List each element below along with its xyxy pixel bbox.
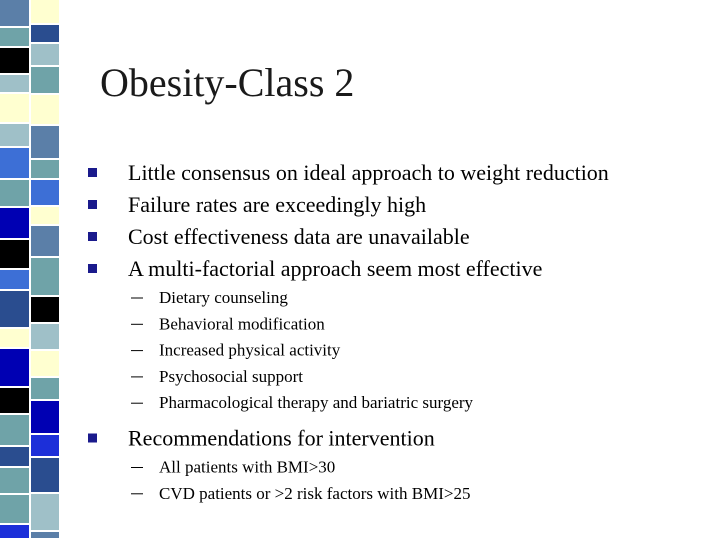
bullet-text: A multi-factorial approach seem most eff… bbox=[128, 256, 542, 281]
strip-cell bbox=[0, 94, 29, 122]
strip-cell bbox=[31, 67, 59, 93]
strip-cell bbox=[31, 494, 59, 530]
strip-cell bbox=[31, 324, 59, 349]
strip-cell bbox=[31, 126, 59, 158]
strip-cell bbox=[0, 180, 29, 206]
sub-text: Pharmacological therapy and bariatric su… bbox=[159, 393, 474, 412]
strip-cell bbox=[31, 44, 59, 65]
strip-cell bbox=[31, 226, 59, 256]
strip-cell bbox=[0, 525, 29, 538]
bullet-text: Recommendations for intervention bbox=[128, 426, 435, 451]
strip-cell bbox=[0, 124, 29, 146]
decorative-strip bbox=[0, 0, 59, 538]
strip-cell bbox=[31, 25, 59, 42]
bullet-marker bbox=[88, 168, 97, 177]
bullet-list: Little consensus on ideal approach to we… bbox=[88, 160, 609, 503]
strip-cell bbox=[31, 458, 59, 492]
strip-cell bbox=[0, 208, 29, 238]
strip-cell bbox=[0, 240, 29, 268]
bullet-marker bbox=[88, 232, 97, 241]
strip-cell bbox=[0, 148, 29, 178]
strip-cell bbox=[0, 415, 29, 445]
strip-cell bbox=[31, 532, 59, 538]
strip-cell bbox=[0, 0, 29, 26]
strip-cell bbox=[31, 378, 59, 399]
strip-cell bbox=[0, 388, 29, 413]
strip-cell bbox=[0, 349, 29, 386]
strip-cell bbox=[0, 270, 29, 289]
strip-cell bbox=[31, 0, 59, 23]
strip-cell bbox=[0, 28, 29, 46]
strip-cell bbox=[31, 401, 59, 433]
bullet-marker bbox=[88, 433, 97, 443]
sub-text: Behavioral modification bbox=[159, 314, 325, 333]
strip-cell bbox=[31, 207, 59, 224]
strip-cell bbox=[0, 48, 29, 73]
strip-cell bbox=[0, 468, 29, 493]
sub-text: All patients with BMI>30 bbox=[159, 458, 335, 477]
strip-cell bbox=[0, 447, 29, 466]
sub-text: Dietary counseling bbox=[159, 288, 288, 307]
strip-cell bbox=[31, 351, 59, 376]
bullet-marker bbox=[88, 264, 97, 273]
strip-cell bbox=[31, 258, 59, 295]
bullet-text: Cost effectiveness data are unavailable bbox=[128, 224, 470, 249]
strip-cell bbox=[31, 297, 59, 322]
strip-cell bbox=[0, 329, 29, 347]
strip-cell bbox=[31, 180, 59, 205]
sub-text: Increased physical activity bbox=[159, 341, 341, 360]
sub-text: Psychosocial support bbox=[159, 367, 303, 386]
slide-title: Obesity-Class 2 bbox=[100, 60, 354, 105]
bullet-marker bbox=[88, 200, 97, 209]
sub-text: CVD patients or >2 risk factors with BMI… bbox=[159, 484, 470, 503]
strip-cell bbox=[31, 95, 59, 124]
strip-cell bbox=[0, 291, 29, 327]
strip-cell bbox=[31, 435, 59, 456]
bullet-text: Little consensus on ideal approach to we… bbox=[128, 160, 609, 185]
strip-cell bbox=[0, 495, 29, 523]
bullet-text: Failure rates are exceedingly high bbox=[128, 192, 426, 217]
strip-cell bbox=[0, 75, 29, 92]
strip-cell bbox=[31, 160, 59, 178]
